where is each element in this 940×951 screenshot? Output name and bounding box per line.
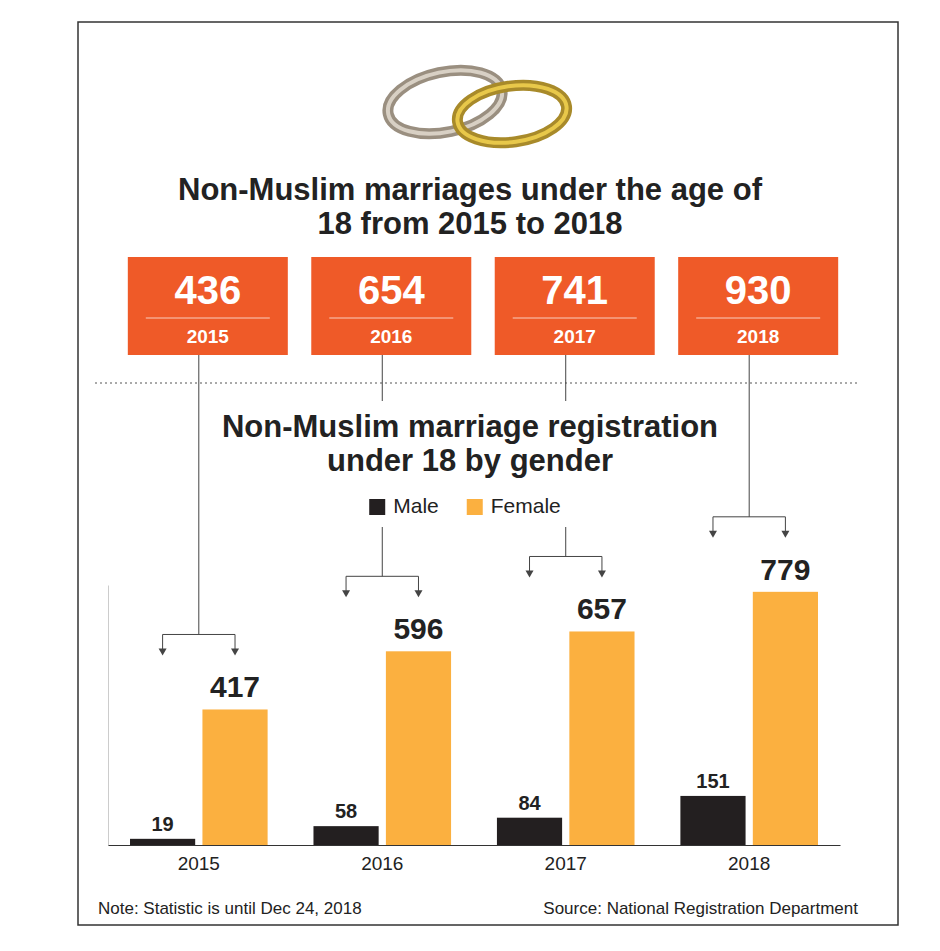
connector	[198, 355, 199, 634]
bar	[680, 796, 745, 845]
x-axis-line	[109, 845, 841, 846]
connector-arrow-line	[712, 517, 713, 532]
legend: Male Female	[369, 494, 561, 517]
legend-swatch	[467, 499, 483, 515]
connector	[382, 355, 383, 401]
connector-arrow-line	[162, 634, 163, 649]
connector-arrow-line	[418, 576, 419, 591]
connector	[382, 527, 383, 576]
y-axis	[108, 586, 109, 846]
connector-arrow-head	[231, 648, 239, 655]
total-year: 2015	[187, 326, 230, 347]
chart: Non-Muslim marriages under the age of18 …	[0, 0, 940, 951]
connector-arrow-head	[159, 648, 167, 655]
connector-arrow-line	[529, 556, 530, 571]
connector-arrow-head	[342, 590, 350, 597]
data-label: 58	[335, 800, 357, 822]
data-label: 84	[518, 792, 541, 814]
connector-arrow-line	[346, 576, 347, 591]
legend-item: Male	[369, 494, 439, 517]
total-year: 2016	[370, 326, 412, 347]
connector-bracket	[530, 556, 602, 557]
total-value: 741	[541, 268, 608, 312]
total-divider	[513, 318, 637, 319]
legend-label: Female	[491, 494, 561, 517]
connector-arrow-head	[526, 570, 534, 577]
total-box-bg	[128, 257, 288, 355]
x-tick-label: 2015	[178, 853, 220, 874]
note: Note: Statistic is until Dec 24, 2018	[98, 899, 362, 918]
connectors	[159, 355, 790, 655]
total-box-bg	[311, 257, 471, 355]
total-value: 930	[725, 268, 792, 312]
total-box-bg	[678, 257, 838, 355]
total-divider	[329, 318, 453, 319]
total-year: 2018	[737, 326, 779, 347]
total-box: 930 2018	[678, 257, 838, 355]
data-label: 417	[210, 670, 260, 703]
bar	[202, 709, 267, 845]
bar	[753, 592, 818, 845]
y-axis-line	[108, 586, 109, 846]
connector-bracket	[713, 516, 785, 517]
total-box: 436 2015	[128, 257, 288, 355]
total-divider	[146, 318, 270, 319]
data-label: 779	[760, 553, 810, 586]
legend-label: Male	[393, 494, 439, 517]
x-tick: 2018	[728, 845, 770, 874]
subtitle: Non-Muslim marriage registrationunder 18…	[222, 409, 718, 478]
connector-arrow-line	[235, 634, 236, 649]
x-tick: 2016	[361, 845, 403, 874]
connector	[749, 355, 750, 517]
connector-arrow-line	[785, 517, 786, 532]
legend-swatch	[369, 499, 385, 515]
x-tick-label: 2018	[728, 853, 770, 874]
total-box-bg	[495, 257, 655, 355]
data-label: 596	[393, 612, 443, 645]
totals: 436 2015 654 2016 741 2017 930 2018	[128, 257, 838, 355]
total-year: 2017	[554, 326, 596, 347]
total-box: 741 2017	[495, 257, 655, 355]
separator	[95, 383, 860, 384]
connector-bracket	[346, 576, 418, 577]
data-labels: 19 58 84 151 417 596 657 779	[151, 553, 810, 835]
connector	[565, 527, 566, 556]
source: Source: National Registration Department	[543, 899, 858, 918]
data-label: 657	[577, 592, 627, 625]
x-axis: 2015 2016 2017 2018	[109, 845, 841, 874]
connector-arrow-line	[601, 556, 602, 571]
connector-arrow-head	[781, 531, 789, 538]
x-tick-label: 2017	[545, 853, 587, 874]
bar	[313, 826, 378, 845]
bar	[386, 651, 451, 845]
bar	[569, 631, 634, 845]
total-divider	[696, 318, 820, 319]
total-box: 654 2016	[311, 257, 471, 355]
bar	[497, 818, 562, 845]
connector	[565, 355, 566, 401]
rings-icon	[382, 61, 570, 150]
total-value: 654	[358, 268, 425, 312]
connector-arrow-head	[598, 570, 606, 577]
data-label: 151	[696, 770, 729, 792]
connector-bracket	[163, 634, 235, 635]
x-tick: 2015	[178, 845, 220, 874]
x-tick-label: 2016	[361, 853, 403, 874]
title: Non-Muslim marriages under the age of18 …	[178, 172, 763, 241]
data-label: 19	[151, 813, 173, 835]
x-tick: 2017	[545, 845, 587, 874]
frame	[78, 22, 898, 925]
bar	[130, 839, 195, 845]
total-value: 436	[174, 268, 241, 312]
connector-arrow-head	[414, 590, 422, 597]
legend-item: Female	[467, 494, 561, 517]
bars	[130, 592, 818, 845]
connector-arrow-head	[709, 531, 717, 538]
